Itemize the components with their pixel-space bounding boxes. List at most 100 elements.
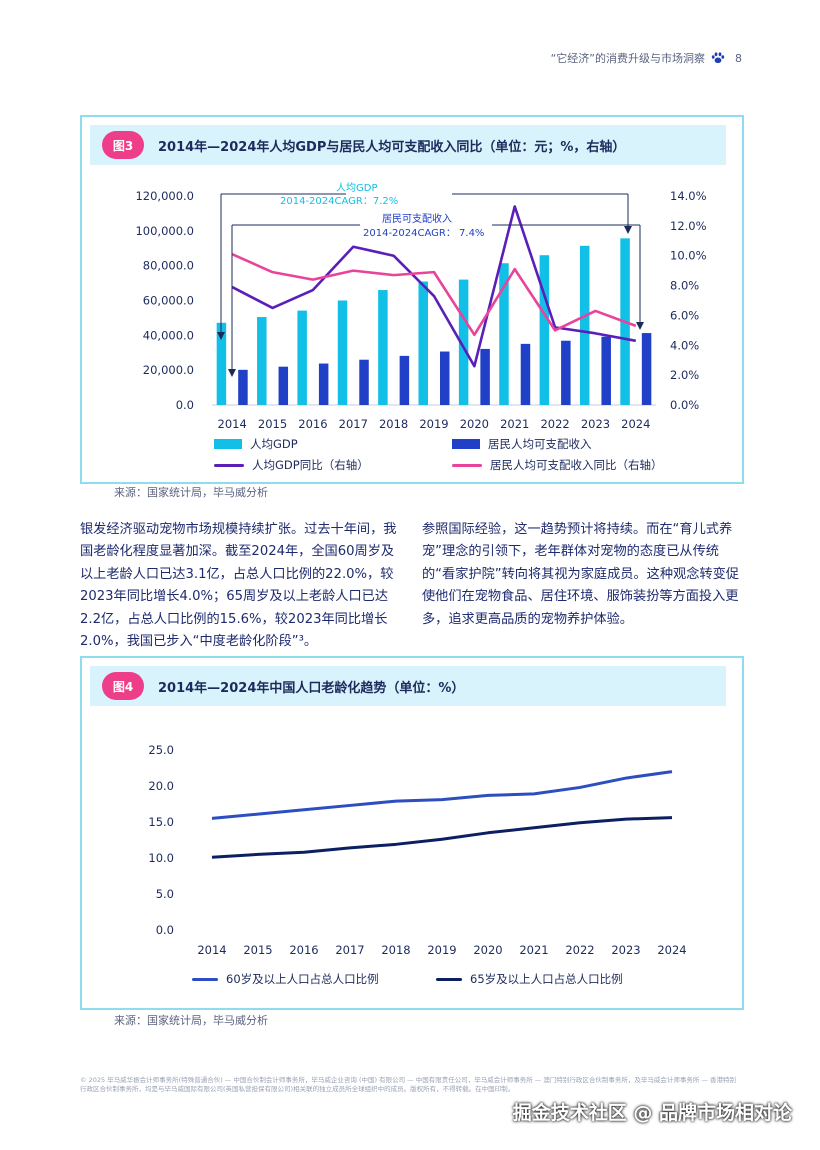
- x-tick-label: 2021: [519, 943, 548, 957]
- legend-income-yoy-label: 居民人均可支配收入同比（右轴）: [490, 458, 663, 472]
- x-tick-label: 2021: [500, 417, 529, 431]
- page-number: 8: [735, 51, 742, 65]
- y-tick-label: 60,000.0: [143, 294, 194, 308]
- y-tick-label: 15.0: [148, 815, 174, 829]
- x-tick-label: 2019: [419, 417, 448, 431]
- y-tick-label: 120,000.0: [135, 189, 194, 203]
- legend-income: 居民人均可支配收入: [452, 436, 592, 452]
- y-tick-label: 100,000.0: [135, 224, 194, 238]
- body-text-right: 参照国际经验，这一趋势预计将持续。而在“育儿式养宠”理念的引领下，老年群体对宠物…: [422, 519, 740, 631]
- gdp-cagr-arrow-end: [624, 226, 632, 234]
- x-tick-label: 2020: [460, 417, 489, 431]
- gdp-cagr-value: 2014-2024CAGR：7.2%: [280, 196, 398, 207]
- y2-tick-label: 8.0%: [670, 279, 699, 293]
- paw-icon: [711, 52, 725, 64]
- y-tick-label: 10.0: [148, 851, 174, 865]
- figure-3-panel: 图3 2014年—2024年人均GDP与居民人均可支配收入同比（单位：元；%，右…: [80, 115, 744, 484]
- y2-tick-label: 12.0%: [670, 219, 707, 233]
- figure-3-title: 2014年—2024年人均GDP与居民人均可支配收入同比（单位：元；%，右轴）: [158, 139, 626, 155]
- y-tick-label: 0.0: [156, 923, 174, 937]
- income-bar: [601, 336, 611, 405]
- gdp-bar: [378, 290, 388, 405]
- legend-gdp: 人均GDP: [214, 436, 298, 452]
- y-tick-label: 20.0: [148, 779, 174, 793]
- income-cagr-arrow-start: [228, 369, 236, 377]
- x-tick-label: 2022: [565, 943, 594, 957]
- gdp-cagr-label: 人均GDP: [336, 182, 377, 194]
- body-paragraph-left: 银发经济驱动宠物市场规模持续扩张。过去十年间，我国老龄化程度显著加深。截至202…: [80, 522, 397, 650]
- body-paragraph-right: 参照国际经验，这一趋势预计将持续。而在“育儿式养宠”理念的引领下，老年群体对宠物…: [422, 522, 739, 627]
- legend-income-swatch: [452, 439, 480, 449]
- legend-gdp-label: 人均GDP: [250, 437, 298, 451]
- y-tick-label: 80,000.0: [143, 259, 194, 273]
- page-header: “它经济”的消费升级与市场洞察 8: [551, 50, 742, 66]
- y2-tick-label: 10.0%: [670, 249, 707, 263]
- gdp-bar: [257, 317, 267, 405]
- y2-tick-label: 14.0%: [670, 189, 707, 203]
- x-tick-label: 2016: [289, 943, 318, 957]
- income-cagr-label: 居民可支配收入: [382, 212, 452, 225]
- y-tick-label: 0.0: [176, 398, 194, 412]
- legend-gdp-yoy: 人均GDP同比（右轴）: [214, 457, 369, 473]
- x-tick-label: 2017: [335, 943, 364, 957]
- x-tick-label: 2023: [611, 943, 640, 957]
- y2-tick-label: 6.0%: [670, 308, 699, 322]
- aging-trend-chart: 0.0 5.0 10.0 15.0 20.0 25.0 2014 2015 2016 2017 2…: [148, 743, 686, 957]
- legend-income-yoy: 居民人均可支配收入同比（右轴）: [452, 457, 663, 473]
- gdp-bar: [579, 245, 590, 405]
- gdp-bar: [539, 255, 550, 405]
- gdp-income-chart: 0.0 20,000.0 40,000.0 60,000.0 80,000.0 100,0…: [135, 182, 707, 431]
- gdp-bar: [297, 310, 307, 405]
- y-tick-label: 20,000.0: [143, 363, 194, 377]
- legend-income-label: 居民人均可支配收入: [488, 437, 592, 451]
- income-bar: [359, 359, 369, 405]
- income-bar: [238, 369, 248, 405]
- y-tick-label: 40,000.0: [143, 328, 194, 342]
- x-tick-label: 2018: [379, 417, 408, 431]
- series-65plus-line: [211, 816, 673, 859]
- figure-4-header: 图4 2014年—2024年中国人口老龄化趋势（单位：%）: [90, 666, 726, 706]
- figure-4-source: 来源：国家统计局，毕马威分析: [114, 1014, 268, 1027]
- x-tick-label: 2014: [197, 943, 226, 957]
- income-bar: [399, 355, 410, 405]
- legend-65plus-label: 65岁及以上人口占总人口比例: [470, 972, 623, 986]
- x-tick-label: 2015: [243, 943, 272, 957]
- legend-60plus-swatch: [192, 977, 218, 981]
- income-bar: [318, 363, 329, 405]
- figure-4-tag: 图4: [102, 672, 144, 700]
- income-bar: [561, 340, 571, 405]
- y-tick-label: 5.0: [156, 887, 174, 901]
- income-cagr-value: 2014-2024CAGR： 7.4%: [363, 228, 484, 239]
- figure-4-panel: 图4 2014年—2024年中国人口老龄化趋势（单位：%）: [80, 656, 744, 1010]
- cagr-annotations: 人均GDP 2014-2024CAGR：7.2% 居民可支配收入 2014-20…: [217, 182, 644, 377]
- x-tick-label: 2019: [427, 943, 456, 957]
- x-tick-label: 2015: [258, 417, 287, 431]
- figure-3-tag: 图3: [102, 131, 144, 159]
- income-bar: [641, 333, 652, 405]
- legend-gdp-yoy-swatch: [214, 463, 244, 467]
- legend-60plus-label: 60岁及以上人口占总人口比例: [226, 972, 379, 986]
- y2-tick-label: 4.0%: [670, 338, 699, 352]
- gdp-bar: [458, 279, 469, 405]
- income-bar: [440, 351, 450, 405]
- legend-65plus-swatch: [436, 977, 462, 981]
- y2-tick-label: 0.0%: [670, 398, 699, 412]
- figure-3-source: 来源：国家统计局，毕马威分析: [114, 486, 268, 499]
- legend-income-yoy-swatch: [452, 463, 482, 467]
- x-tick-label: 2024: [657, 943, 686, 957]
- legend-gdp-yoy-label: 人均GDP同比（右轴）: [252, 458, 369, 472]
- gdp-cagr-arrow-start: [217, 332, 225, 340]
- gdp-yoy-line: [231, 205, 637, 368]
- watermark: 掘金技术社区 @ 品牌市场相对论: [512, 1102, 792, 1124]
- legend-gdp-swatch: [214, 439, 242, 449]
- gdp-bar: [216, 322, 227, 405]
- x-tick-label: 2014: [218, 417, 247, 431]
- income-cagr-arrow-end: [636, 322, 644, 330]
- figure-4-title: 2014年—2024年中国人口老龄化趋势（单位：%）: [158, 680, 465, 696]
- body-text-left: 银发经济驱动宠物市场规模持续扩张。过去十年间，我国老龄化程度显著加深。截至202…: [80, 519, 398, 653]
- x-tick-label: 2024: [621, 417, 650, 431]
- legend-65plus: 65岁及以上人口占总人口比例: [436, 971, 623, 987]
- y-tick-label: 25.0: [148, 743, 174, 757]
- x-tick-label: 2023: [581, 417, 610, 431]
- y2-tick-label: 2.0%: [670, 368, 699, 382]
